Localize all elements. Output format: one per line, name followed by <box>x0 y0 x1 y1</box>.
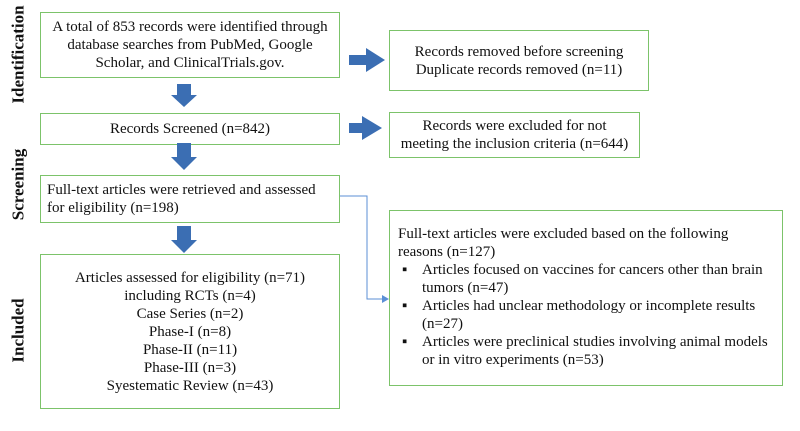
fulltext-assessed-box: Full-text articles were retrieved and as… <box>40 175 340 223</box>
fulltext-line-2: for eligibility (n=198) <box>47 200 179 216</box>
included-line-1: Articles assessed for eligibility (n=71) <box>74 269 306 286</box>
removed-line-2: Duplicate records removed (n=11) <box>415 61 623 78</box>
identified-line-2: database searches from PubMed, Google <box>67 37 313 53</box>
removed-line-1: Records removed before screening <box>414 43 624 60</box>
down-arrow-2 <box>171 143 197 170</box>
screened-records-box: Records Screened (n=842) <box>40 113 340 145</box>
included-line-3: Case Series (n=2) <box>136 305 244 322</box>
connector-line <box>340 195 386 300</box>
fulltext-excluded-box: Full-text articles were excluded based o… <box>389 210 783 386</box>
exclusion-reasons-list: Articles focused on vaccines for cancers… <box>398 261 774 369</box>
down-arrow-3 <box>171 226 197 253</box>
fulltext-line-1: Full-text articles were retrieved and as… <box>47 182 316 198</box>
identified-records-box: A total of 853 records were identified t… <box>40 12 340 78</box>
screened-line: Records Screened (n=842) <box>109 121 271 137</box>
included-line-5: Phase-II (n=11) <box>142 341 238 358</box>
stage-label-included: Included <box>8 298 28 363</box>
fulltext-excluded-intro: Full-text articles were excluded based o… <box>398 226 729 260</box>
excluded-criteria-box: Records were excluded for not meeting th… <box>389 112 640 158</box>
exclusion-reason-item: Articles were preclinical studies involv… <box>398 333 774 369</box>
identified-line-1: A total of 853 records were identified t… <box>52 19 328 35</box>
included-line-7: Syestematic Review (n=43) <box>106 377 274 394</box>
excluded-criteria-line-2: meeting the inclusion criteria (n=644) <box>400 136 629 152</box>
down-arrow-1 <box>171 84 197 107</box>
included-line-6: Phase-III (n=3) <box>143 359 237 376</box>
included-articles-box: Articles assessed for eligibility (n=71)… <box>40 254 340 409</box>
right-arrow-1 <box>349 48 385 72</box>
included-line-4: Phase-I (n=8) <box>148 323 232 340</box>
exclusion-reason-item: Articles had unclear methodology or inco… <box>398 297 774 333</box>
identified-line-3: Scholar, and ClinicalTrials.gov. <box>95 55 285 71</box>
included-line-2: including RCTs (n=4) <box>124 287 256 304</box>
excluded-criteria-line-1: Records were excluded for not <box>422 118 607 134</box>
exclusion-reason-item: Articles focused on vaccines for cancers… <box>398 261 774 297</box>
right-arrow-2 <box>349 116 382 140</box>
connector-arrowhead <box>382 295 389 303</box>
removed-records-box: Records removed before screening Duplica… <box>389 30 649 91</box>
